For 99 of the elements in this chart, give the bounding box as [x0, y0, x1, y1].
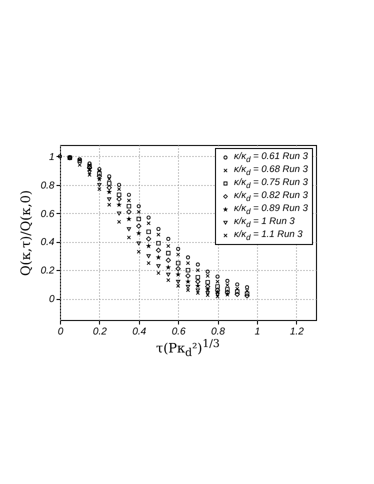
point [185, 273, 191, 278]
point [166, 258, 171, 263]
y-tick-label: 1 [48, 152, 54, 163]
point [186, 255, 190, 260]
point [225, 278, 230, 283]
point [216, 280, 220, 284]
point [146, 236, 152, 242]
point [215, 284, 220, 289]
point [97, 183, 102, 187]
point [97, 187, 102, 192]
point [107, 181, 112, 186]
point [136, 224, 142, 229]
point [107, 202, 112, 207]
y-tick-label: 0.4 [40, 237, 55, 248]
point [186, 268, 190, 272]
point [156, 264, 161, 268]
point [176, 266, 181, 272]
x-tick-label: 0.2 [92, 326, 108, 338]
point [176, 260, 180, 266]
point [126, 227, 132, 232]
point [216, 274, 220, 279]
x-axis-title: τ(Pκ$_{d}$²)$^{1/3}$ [156, 337, 220, 359]
point [205, 280, 210, 284]
point [117, 187, 122, 192]
legend-label: κ/κ$_{d}$ = 0.61 Run 3 [234, 151, 308, 164]
point [166, 265, 170, 270]
point [126, 204, 132, 208]
point [116, 192, 122, 197]
point [126, 198, 131, 202]
point [244, 293, 250, 298]
point [146, 254, 151, 258]
point [245, 285, 250, 290]
point [136, 204, 141, 208]
point [126, 192, 131, 197]
point [156, 240, 161, 246]
y-tick-label: 0.8 [40, 180, 55, 192]
x-tick-label: 0.4 [132, 326, 147, 338]
point [225, 287, 230, 292]
point [156, 248, 162, 253]
point [235, 289, 240, 294]
point [106, 185, 112, 190]
point [136, 242, 141, 246]
point [196, 268, 200, 272]
point [186, 284, 190, 289]
point [196, 288, 200, 292]
point [116, 212, 122, 216]
point [244, 291, 250, 296]
y-tick-label: 0.6 [40, 208, 55, 220]
point [116, 196, 122, 202]
x-tick-label: 1.2 [290, 326, 304, 338]
x-tick-label: 1 [254, 326, 260, 338]
point [146, 261, 151, 266]
y-tick-label: 0 [48, 294, 55, 306]
point [166, 236, 170, 241]
point [225, 292, 230, 296]
point [117, 182, 122, 187]
point [196, 275, 200, 280]
point [146, 230, 151, 234]
point [176, 280, 180, 284]
x-tick-label: 0.8 [211, 326, 226, 338]
point [166, 278, 170, 282]
point [156, 271, 160, 276]
point [225, 283, 230, 288]
legend-label: κ/κ$_{d}$ = 1.1 Run 3 [234, 229, 303, 242]
point [196, 262, 200, 266]
point [206, 287, 210, 292]
legend-label: κ/κ$_{d}$ = 0.75 Run 3 [234, 177, 308, 190]
point [136, 216, 141, 222]
point [146, 216, 151, 220]
point [156, 226, 160, 231]
y-tick-label: 0.2 [40, 266, 55, 277]
legend-label: κ/κ$_{d}$ = 0.89 Run 3 [234, 203, 308, 216]
x-tick-label: 0.6 [172, 326, 186, 338]
point [107, 190, 112, 194]
point [176, 272, 180, 276]
y-axis-title: Q(κ,τ)/Q(κ,0) [19, 190, 34, 276]
point [235, 282, 240, 286]
point [107, 197, 112, 202]
legend-label: κ/κ$_{d}$ = 0.68 Run 3 [234, 164, 308, 177]
x-tick-label: 0 [58, 326, 64, 338]
point [216, 294, 220, 299]
point [126, 209, 132, 214]
point [195, 279, 200, 284]
point [234, 292, 240, 297]
point [96, 174, 102, 179]
point [176, 284, 180, 288]
point [136, 231, 141, 235]
point [136, 250, 141, 254]
point [97, 171, 102, 176]
point [107, 174, 112, 178]
point [166, 250, 171, 256]
point [176, 246, 180, 251]
point [126, 236, 131, 240]
legend-label: κ/κ$_{d}$ = 0.82 Run 3 [234, 190, 308, 203]
point [87, 170, 92, 174]
point [166, 272, 170, 277]
legend-label: κ/κ$_{d}$ = 1 Run 3 [234, 216, 295, 229]
point [206, 270, 210, 274]
point [196, 284, 200, 288]
